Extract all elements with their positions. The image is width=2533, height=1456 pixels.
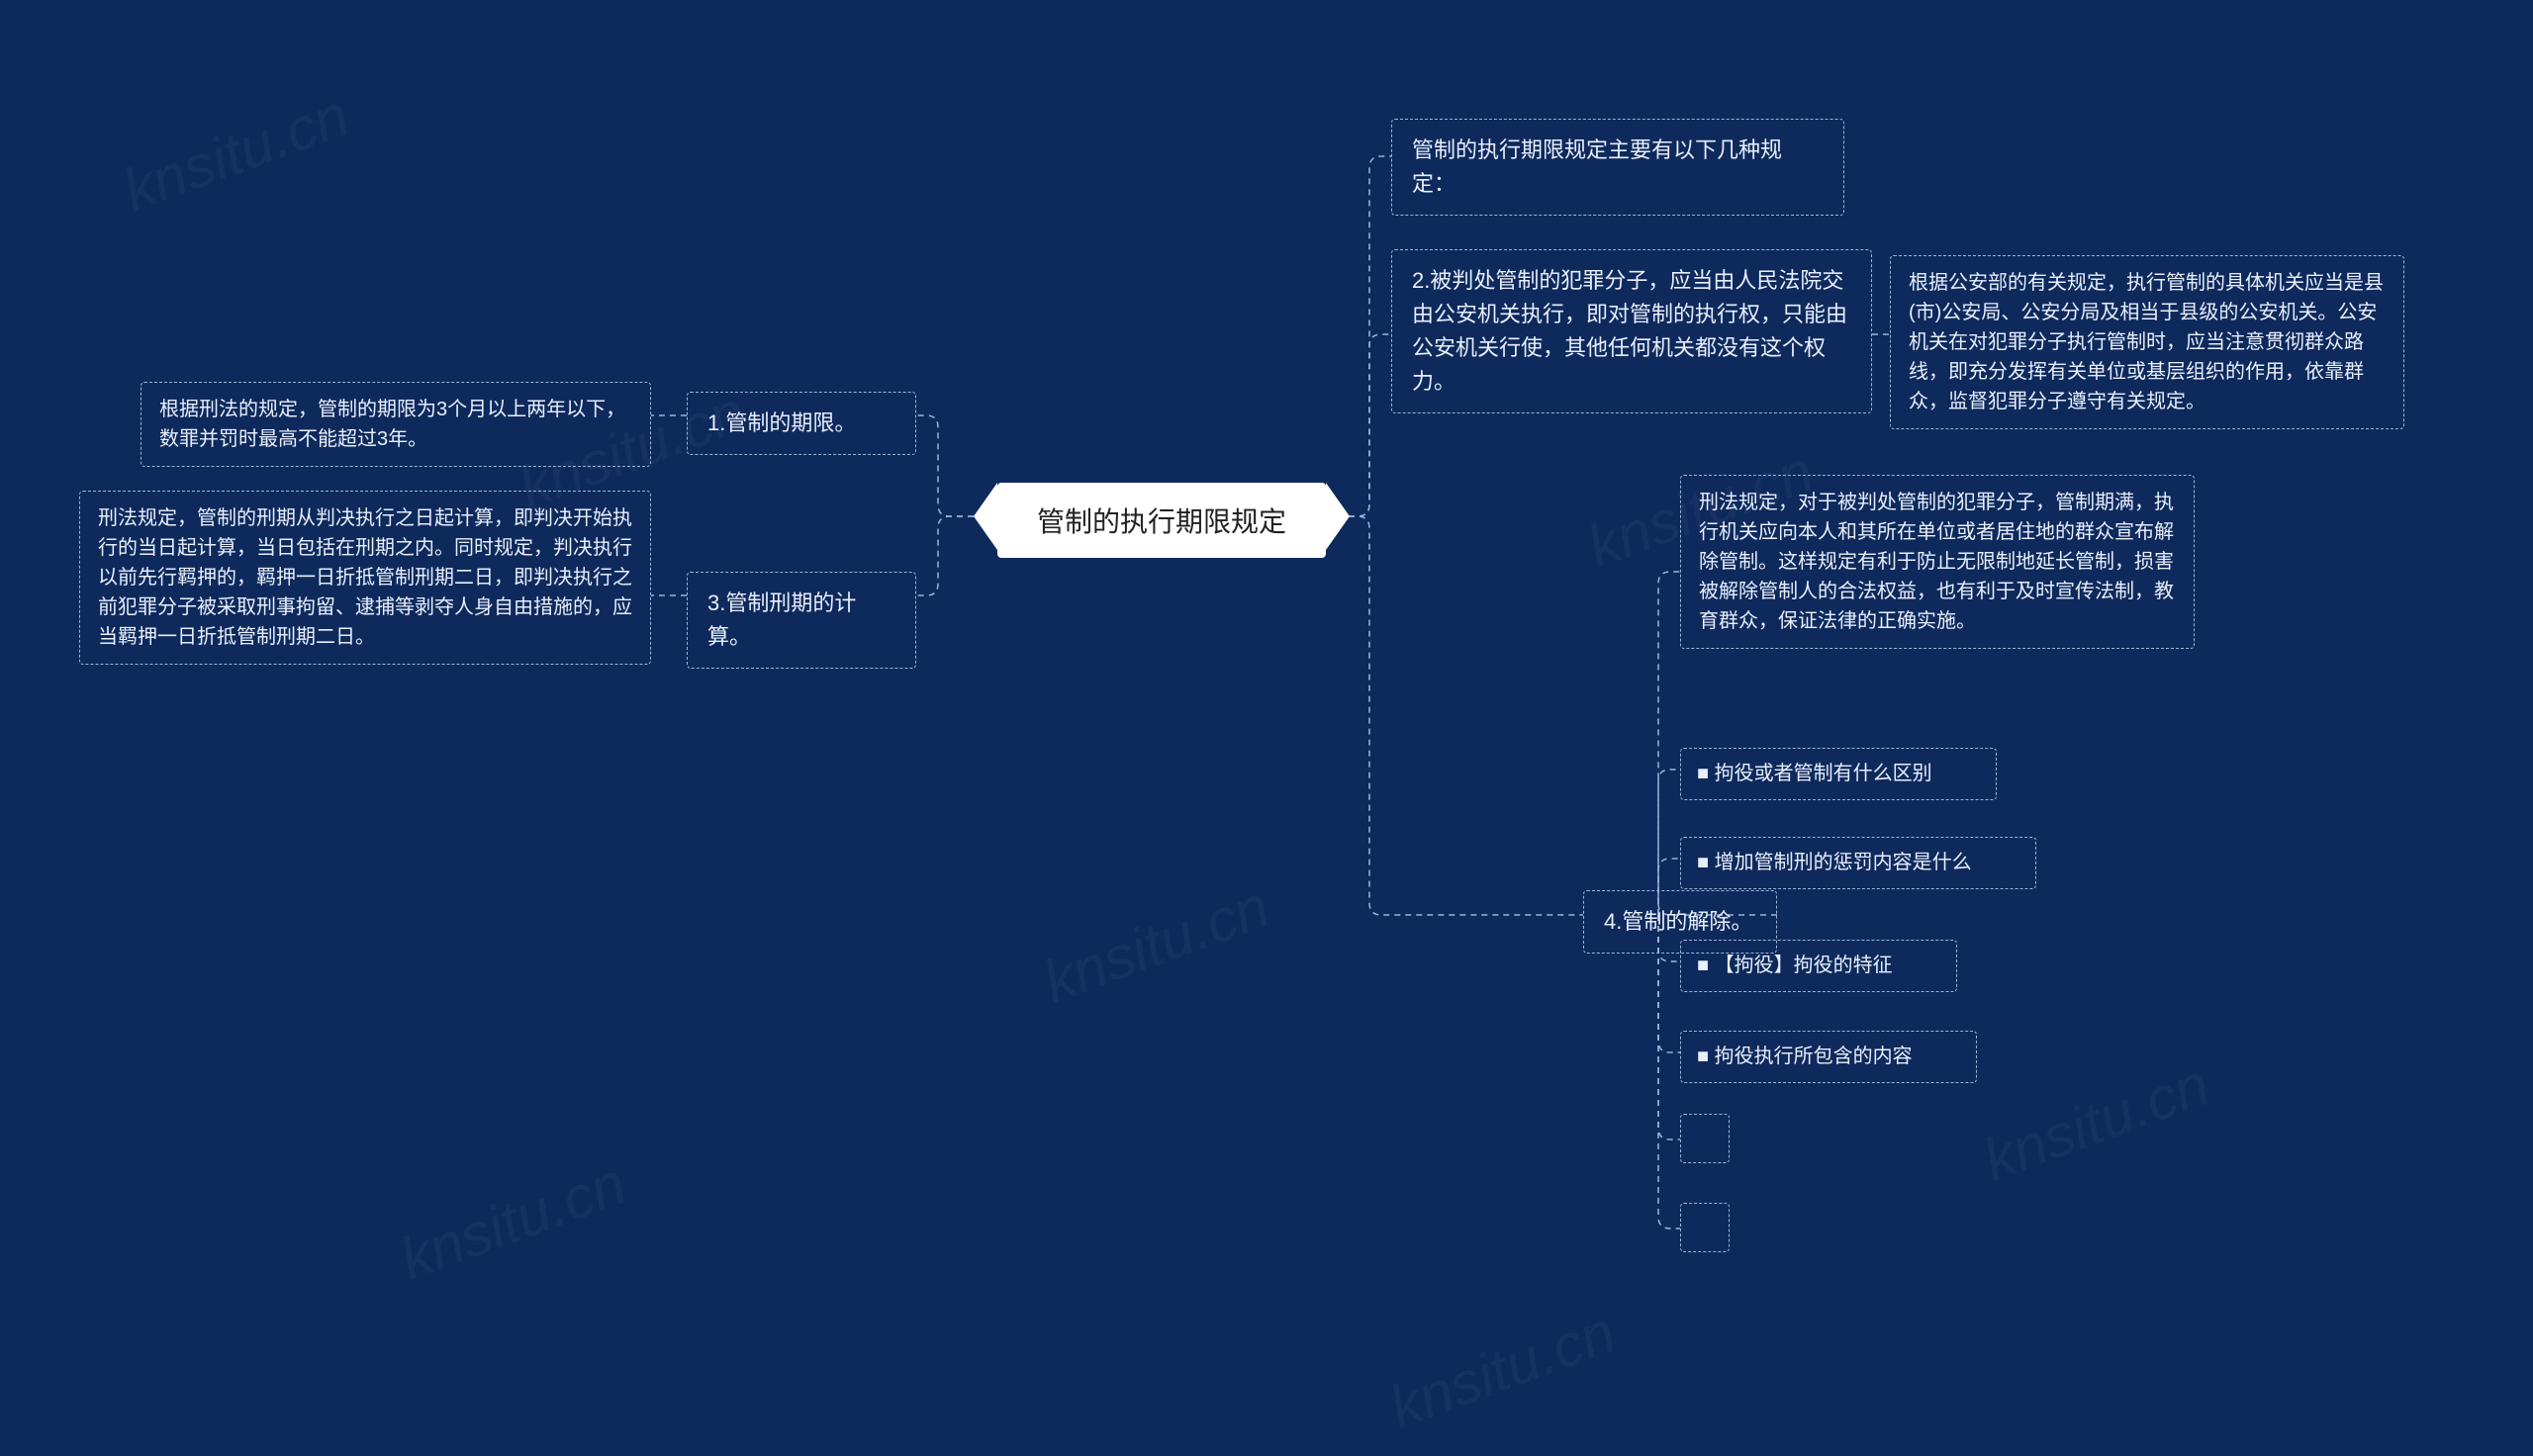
branch-3-detail: 刑法规定，管制的刑期从判决执行之日起计算，即判决开始执行的当日起计算，当日包括在… bbox=[79, 491, 651, 665]
branch-2-label: 2.被判处管制的犯罪分子，应当由人民法院交由公安机关执行，即对管制的执行权，只能… bbox=[1391, 249, 1872, 413]
branch-1-detail: 根据刑法的规定，管制的期限为3个月以上两年以下，数罪并罚时最高不能超过3年。 bbox=[141, 382, 651, 467]
branch-4-child-3: ■ 【拘役】拘役的特征 bbox=[1680, 940, 1957, 992]
watermark: knsitu.cn bbox=[1380, 1298, 1624, 1442]
branch-4-child-1: ■ 拘役或者管制有什么区别 bbox=[1680, 748, 1997, 800]
watermark: knsitu.cn bbox=[1034, 872, 1277, 1017]
branch-2-detail: 根据公安部的有关规定，执行管制的具体机关应当是县(市)公安局、公安分局及相当于县… bbox=[1890, 255, 2404, 429]
branch-3-label: 3.管制刑期的计算。 bbox=[687, 572, 916, 669]
branch-1-label: 1.管制的期限。 bbox=[687, 392, 916, 455]
branch-4-child-empty-2 bbox=[1680, 1203, 1730, 1252]
connector-lines bbox=[0, 0, 2533, 1456]
watermark: knsitu.cn bbox=[114, 81, 357, 226]
watermark: knsitu.cn bbox=[391, 1149, 634, 1294]
center-topic: 管制的执行期限规定 bbox=[997, 483, 1326, 558]
branch-4-child-empty-1 bbox=[1680, 1114, 1730, 1163]
branch-4-child-0: 刑法规定，对于被判处管制的犯罪分子，管制期满，执行机关应向本人和其所在单位或者居… bbox=[1680, 475, 2195, 649]
branch-4-child-4: ■ 拘役执行所包含的内容 bbox=[1680, 1031, 1977, 1083]
intro-text: 管制的执行期限规定主要有以下几种规定： bbox=[1391, 119, 1844, 216]
branch-4-child-2: ■ 增加管制刑的惩罚内容是什么 bbox=[1680, 837, 2036, 889]
watermark: knsitu.cn bbox=[1974, 1050, 2217, 1195]
